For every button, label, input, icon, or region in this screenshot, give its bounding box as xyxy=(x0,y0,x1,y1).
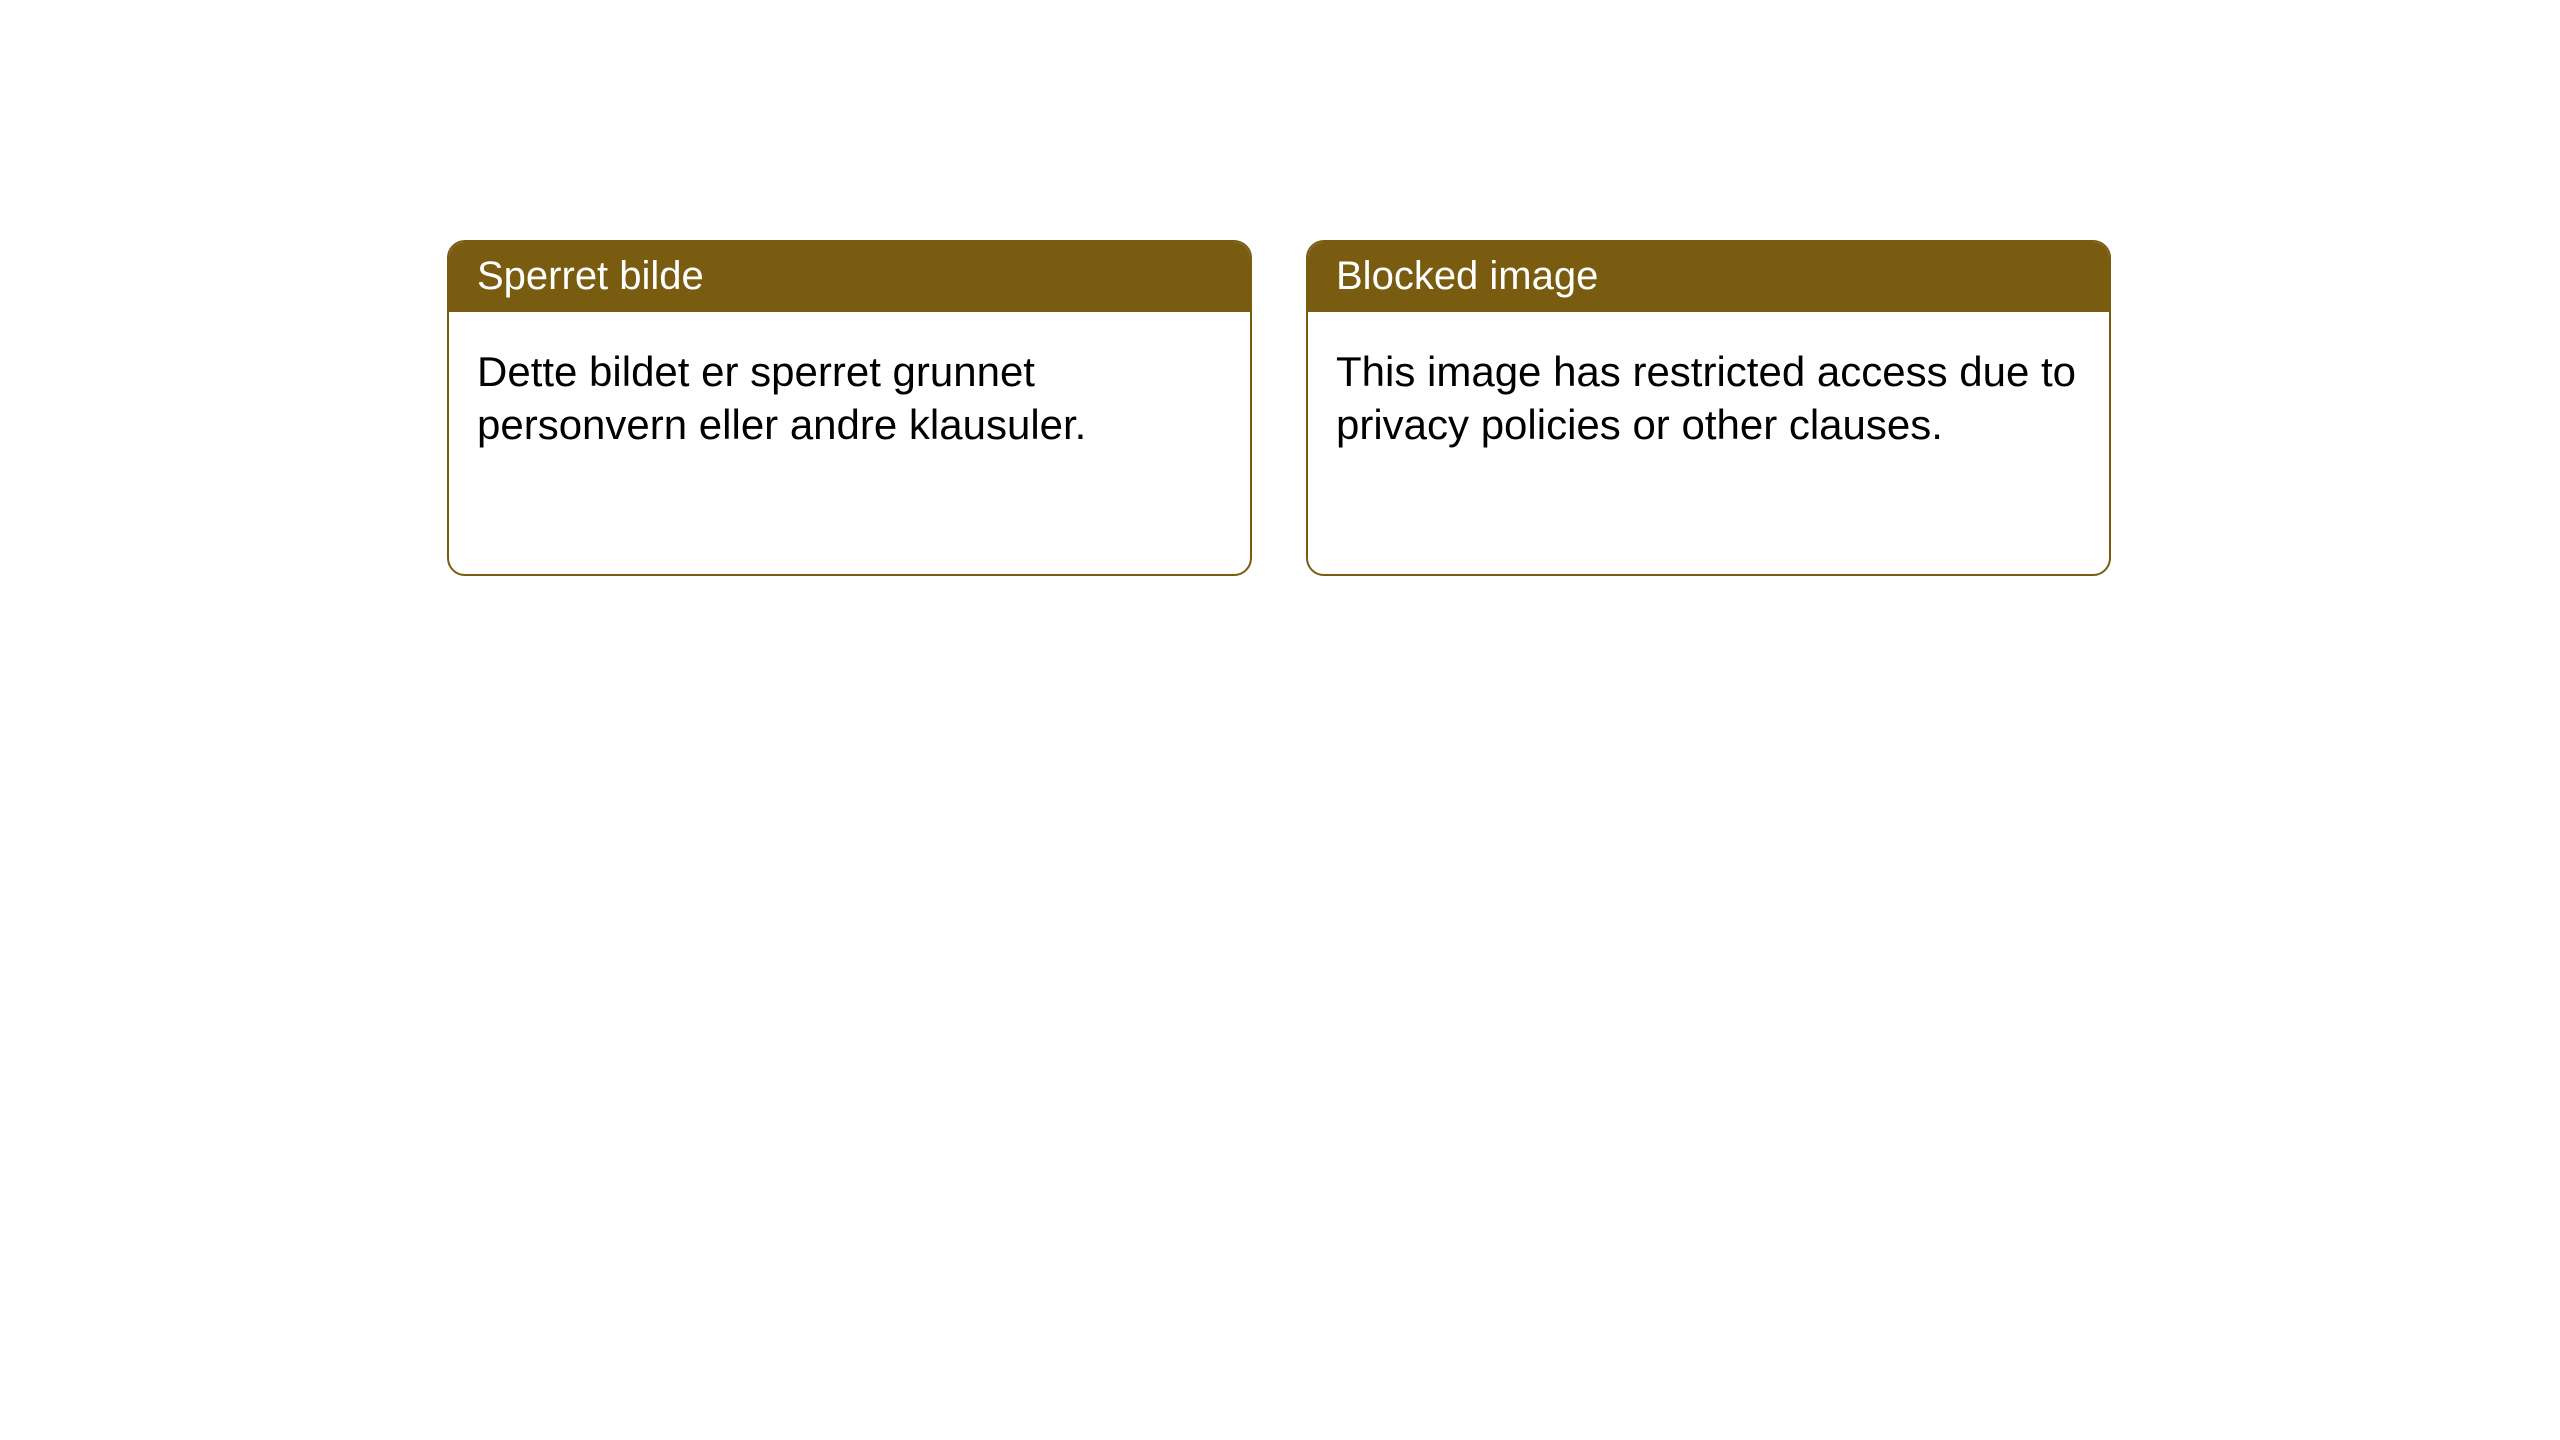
notice-card-norwegian: Sperret bilde Dette bildet er sperret gr… xyxy=(447,240,1252,576)
card-body: Dette bildet er sperret grunnet personve… xyxy=(449,312,1250,479)
card-header: Sperret bilde xyxy=(449,242,1250,312)
card-body: This image has restricted access due to … xyxy=(1308,312,2109,479)
card-header: Blocked image xyxy=(1308,242,2109,312)
notice-card-english: Blocked image This image has restricted … xyxy=(1306,240,2111,576)
notice-container: Sperret bilde Dette bildet er sperret gr… xyxy=(447,240,2111,576)
